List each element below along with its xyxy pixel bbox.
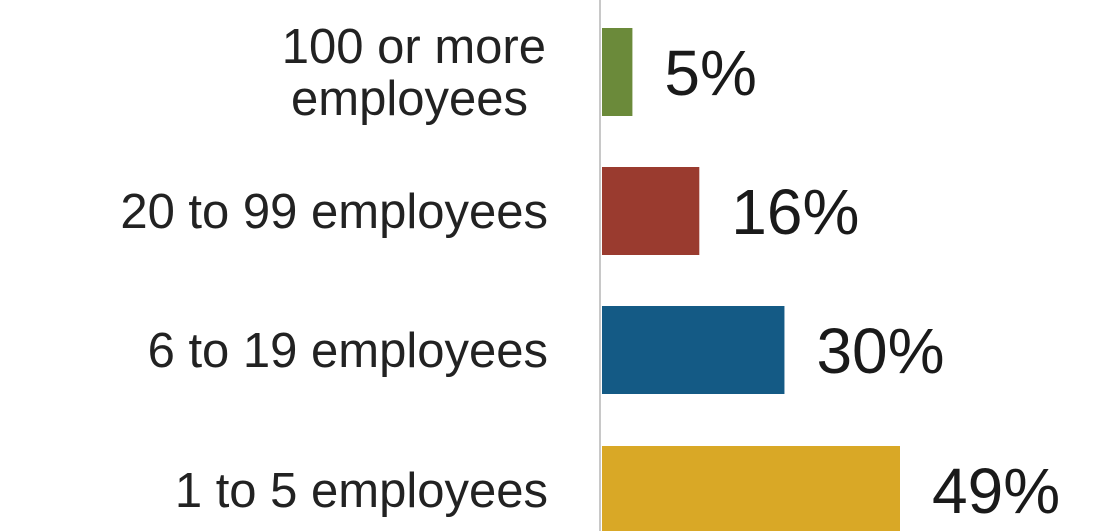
category-label-0-line-1: employees bbox=[291, 72, 528, 126]
bar-0 bbox=[602, 28, 633, 116]
bar-1 bbox=[602, 167, 700, 255]
category-label-3-line-0: 1 to 5 employees bbox=[175, 464, 548, 518]
category-label-2-line-0: 6 to 19 employees bbox=[148, 324, 548, 378]
value-label-2: 30% bbox=[816, 315, 944, 387]
value-label-1: 16% bbox=[731, 176, 859, 248]
bar-3 bbox=[602, 446, 900, 531]
category-label-1-line-0: 20 to 99 employees bbox=[120, 185, 548, 239]
bars-group bbox=[602, 28, 900, 531]
category-label-0-line-0: 100 or more bbox=[282, 20, 546, 74]
bar-2 bbox=[602, 306, 785, 394]
value-labels-group: 5% 16% 30% 49% bbox=[664, 37, 1060, 527]
value-label-0: 5% bbox=[664, 37, 757, 109]
value-label-3: 49% bbox=[932, 455, 1060, 527]
